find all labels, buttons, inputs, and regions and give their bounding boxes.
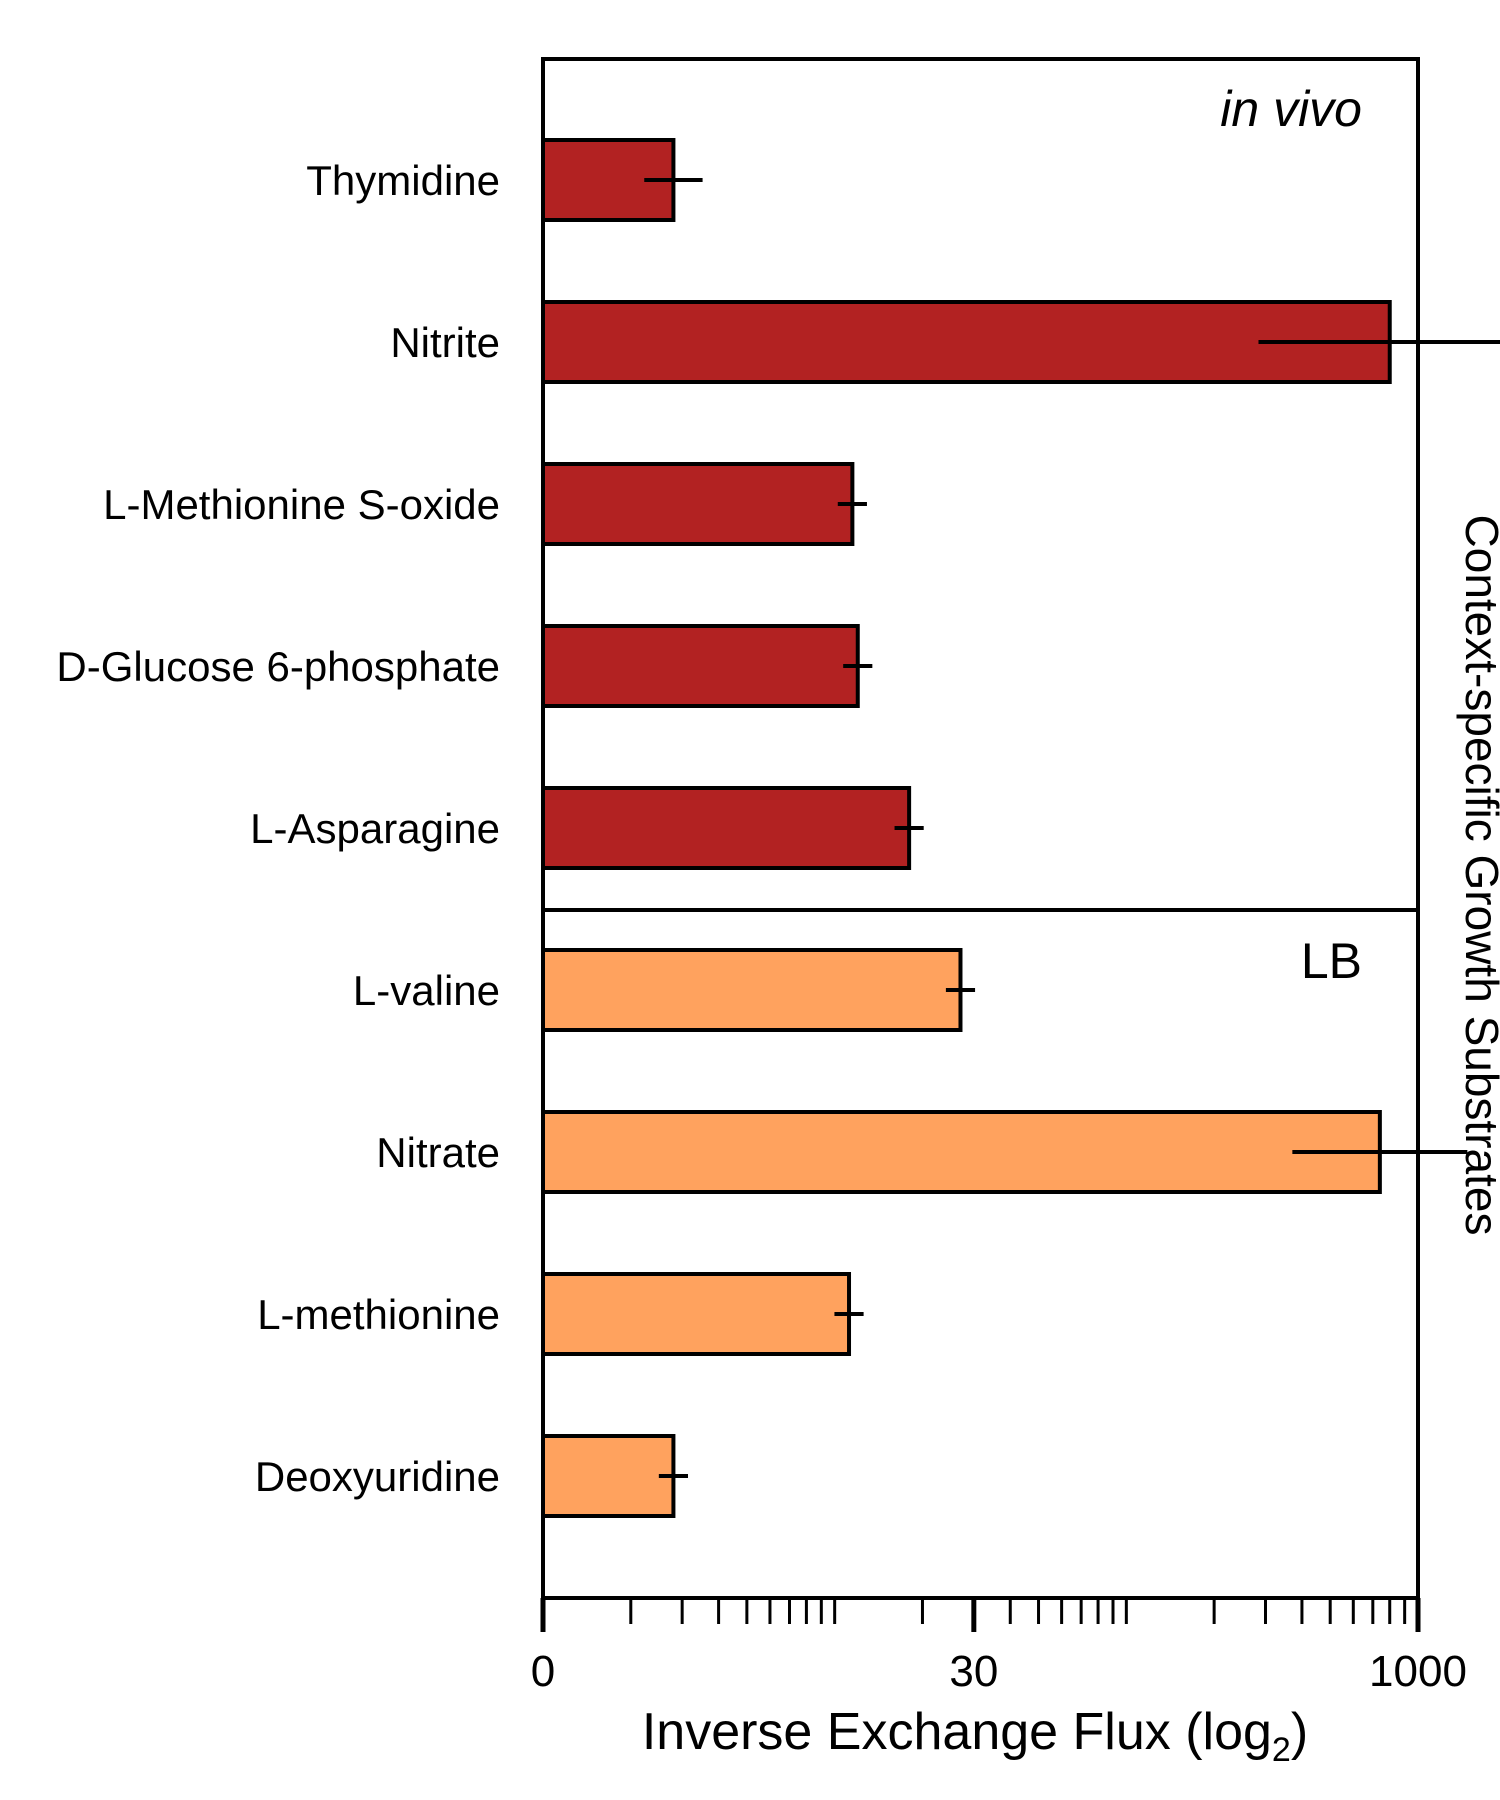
x-axis-label-main: Inverse Exchange Flux (log	[642, 1703, 1272, 1761]
x-axis-label: Inverse Exchange Flux (log2)	[642, 1703, 1308, 1769]
x-axis-label-close: )	[1291, 1703, 1308, 1761]
category-label-l-methionine: L-methionine	[257, 1291, 500, 1338]
error-bars-layer	[644, 178, 1500, 1478]
bar-l-methionine	[541, 1272, 852, 1356]
bar-nitrate	[541, 1110, 1382, 1194]
plot-border	[541, 57, 1420, 1600]
category-label-l-methionine-s-oxide: L-Methionine S-oxide	[103, 481, 500, 528]
category-label-thymidine: Thymidine	[306, 157, 500, 204]
bar-l-valine	[541, 948, 963, 1032]
category-label-nitrite: Nitrite	[390, 319, 500, 366]
bar-deoxyuridine	[541, 1434, 676, 1518]
category-label-nitrate: Nitrate	[376, 1129, 500, 1176]
x-axis-ticks: 0 30 1000	[531, 1598, 1467, 1696]
x-axis-label-subscript: 2	[1272, 1731, 1291, 1769]
bars-layer	[541, 138, 1392, 1518]
category-label-l-valine: L-valine	[353, 967, 500, 1014]
x-tick-label-0: 0	[531, 1647, 555, 1696]
x-tick-label-1000: 1000	[1369, 1647, 1467, 1696]
category-labels: Thymidine Nitrite L-Methionine S-oxide D-Gl…	[56, 157, 500, 1500]
bar-l-asparagine	[541, 786, 912, 870]
bar-l-methionine-s-oxide	[541, 462, 855, 546]
category-label-deoxyuridine: Deoxyuridine	[255, 1453, 500, 1500]
category-label-d-glucose-6-phosphate: D-Glucose 6-phosphate	[56, 643, 500, 690]
bar-nitrite	[541, 300, 1392, 384]
side-label: Context-specific Growth Substrates	[1456, 515, 1500, 1236]
panel-label-in-vivo: in vivo	[1220, 81, 1362, 137]
panel-label-lb: LB	[1301, 933, 1362, 989]
category-label-l-asparagine: L-Asparagine	[250, 805, 500, 852]
x-tick-label-30: 30	[949, 1647, 998, 1696]
plot-frame	[541, 57, 1420, 1600]
bar-d-glucose-6-phosphate	[541, 624, 860, 708]
